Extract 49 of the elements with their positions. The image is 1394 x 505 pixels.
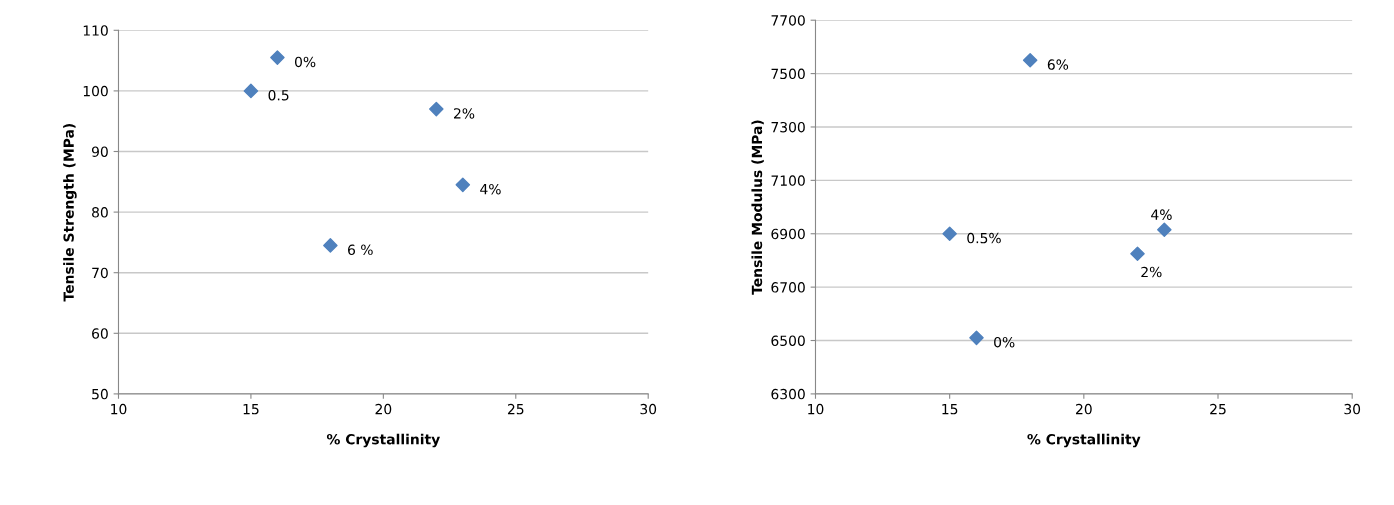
x-tick-label: 30 [1344, 403, 1361, 415]
y-tick-label: 50 [92, 388, 108, 400]
point [1022, 52, 1038, 68]
x-tick-label: 20 [1076, 403, 1092, 415]
annotation: 4% [1151, 209, 1172, 220]
x-axis-title: % Crystallinity [326, 433, 440, 448]
y-tick-label: 6900 [771, 228, 805, 240]
x-tick-label: 20 [375, 403, 392, 415]
point [243, 83, 259, 99]
annotation: 6% [1047, 59, 1069, 70]
point [969, 330, 984, 346]
y-tick-label: 6500 [771, 335, 805, 346]
x-tick-label: 15 [942, 404, 958, 415]
annotation: 2% [1141, 266, 1162, 278]
annotation: 4% [480, 183, 501, 195]
annotation: 6 % [348, 244, 373, 256]
y-tick-label: 7100 [771, 175, 805, 186]
y-tick-label: 70 [92, 267, 108, 279]
point [1130, 246, 1145, 262]
annotation: 0.5% [967, 232, 1001, 244]
x-tick-label: 25 [1210, 403, 1226, 415]
point [1157, 222, 1172, 238]
y-tick-label: 100 [83, 85, 108, 97]
annotation: 0.5 [268, 89, 289, 101]
x-tick-label: 10 [111, 403, 127, 415]
y-tick-label: 60 [92, 328, 108, 339]
y-axis-title: Tensile Strength (MPa) [63, 123, 77, 302]
x-tick-label: 15 [243, 404, 259, 415]
y-tick-label: 7700 [771, 15, 805, 26]
y-tick-label: 6700 [771, 282, 805, 293]
annotation: 2% [454, 108, 475, 119]
point [429, 101, 444, 117]
x-tick-label: 10 [808, 403, 824, 415]
x-axis-title: % Crystallinity [1027, 433, 1141, 448]
y-tick-label: 110 [83, 25, 108, 36]
point [455, 177, 471, 193]
y-tick-label: 6300 [771, 388, 805, 400]
point [323, 238, 338, 253]
x-tick-label: 30 [640, 403, 657, 415]
x-tick-label: 25 [507, 403, 524, 415]
point [270, 50, 285, 65]
y-tick-label: 80 [92, 207, 108, 218]
annotation: 0% [294, 56, 316, 68]
y-axis-title: Tensile Modulus (MPa) [751, 120, 764, 295]
y-tick-label: 7300 [771, 121, 805, 133]
annotation: 0% [994, 336, 1015, 348]
y-tick-label: 90 [91, 146, 108, 157]
y-tick-label: 7500 [771, 68, 805, 80]
point [942, 226, 957, 242]
